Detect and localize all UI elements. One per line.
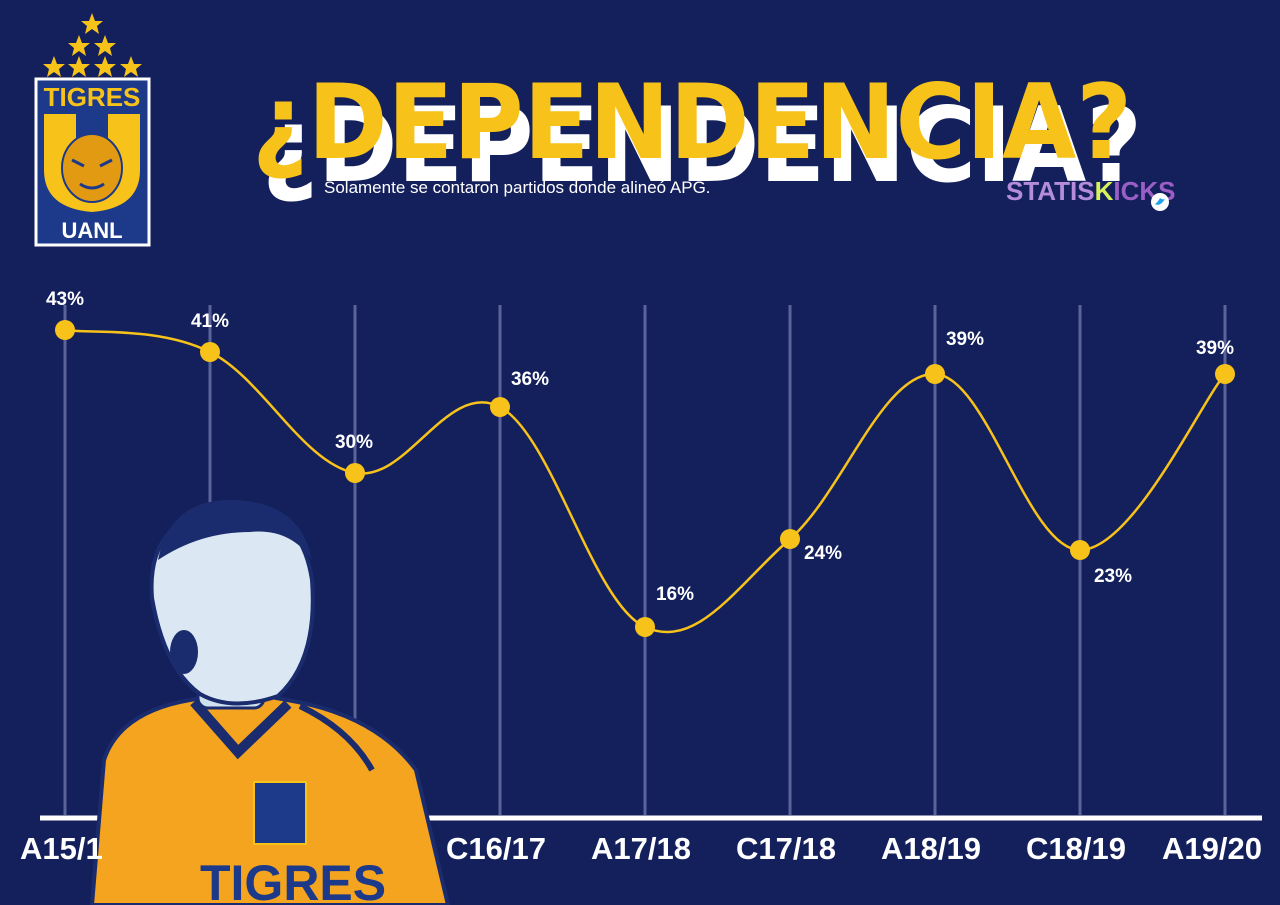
- data-point: [200, 342, 220, 362]
- crest-brand-text: TIGRES: [44, 82, 141, 112]
- credit-brand-part-1: STATIS: [1006, 176, 1095, 206]
- x-tick-label: A18/19: [881, 831, 981, 866]
- data-label: 39%: [946, 329, 984, 350]
- data-label: 41%: [191, 311, 229, 332]
- data-label: 16%: [656, 584, 694, 605]
- data-label: 39%: [1196, 338, 1234, 359]
- page-title-shadow: ¿DEPENDENCIA?: [262, 86, 1142, 206]
- jersey-crest-icon: [253, 781, 307, 845]
- data-point: [345, 463, 365, 483]
- data-label: 43%: [46, 289, 84, 310]
- data-points: [55, 320, 1235, 637]
- crest-stars: [43, 13, 142, 77]
- data-point: [490, 397, 510, 417]
- twitter-icon: [1151, 193, 1169, 211]
- statiskicks-credit: STATISKICKS: [1006, 176, 1176, 211]
- player-illustration: TIGRES: [89, 500, 451, 905]
- data-point: [1215, 364, 1235, 384]
- page-subtitle: Solamente se contaron partidos donde ali…: [324, 178, 711, 197]
- data-labels: 43% 41% 30% 36% 16% 24% 39% 23% 39%: [46, 289, 1234, 605]
- x-tick-label: C17/18: [736, 831, 836, 866]
- data-label: 30%: [335, 432, 373, 453]
- x-tick-label: C16/17: [446, 831, 546, 866]
- data-label: 23%: [1094, 566, 1132, 587]
- tiger-head-icon: [61, 133, 123, 203]
- credit-brand-part-2: K: [1095, 176, 1114, 206]
- crest-school-text: UANL: [61, 218, 122, 243]
- data-point: [635, 617, 655, 637]
- data-point: [780, 529, 800, 549]
- data-point: [1070, 540, 1090, 560]
- data-point: [925, 364, 945, 384]
- data-label: 24%: [804, 543, 842, 564]
- data-label: 36%: [511, 369, 549, 390]
- x-axis-ticks: A15/1 C16/17 A17/18 C17/18 A18/19 C18/19 A19/2…: [20, 831, 1262, 866]
- jersey-text: TIGRES: [200, 855, 386, 905]
- x-tick-label: C18/19: [1026, 831, 1126, 866]
- x-tick-label: A15/1: [20, 831, 103, 866]
- x-tick-label: A19/20: [1162, 831, 1262, 866]
- tigres-crest-logo: TIGRES UANL: [34, 13, 151, 247]
- page-title: ¿DEPENDENCIA?: [252, 63, 1132, 183]
- data-point: [55, 320, 75, 340]
- svg-text:STATISKICKS: STATISKICKS: [1006, 176, 1176, 206]
- x-tick-label: A17/18: [591, 831, 691, 866]
